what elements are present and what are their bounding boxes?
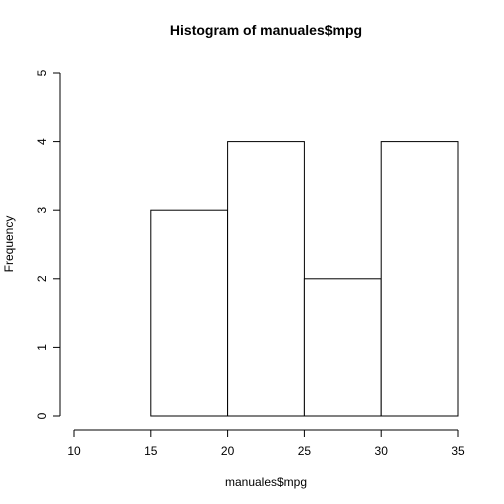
x-tick-label-4: 30 (375, 444, 389, 458)
histogram-bar-3 (380, 141, 459, 417)
y-tick-label-1: 1 (35, 344, 49, 351)
bars-group (150, 141, 459, 417)
y-tick-label-0: 0 (35, 412, 49, 419)
x-tick-label-2: 20 (221, 444, 235, 458)
x-tick-label-3: 25 (298, 444, 312, 458)
y-tick-label-3: 3 (35, 207, 49, 214)
x-axis: 10 15 20 25 30 35 (67, 429, 465, 458)
x-tick-label-1: 15 (144, 444, 158, 458)
chart-title: Histogram of manuales$mpg (170, 22, 362, 38)
y-tick-label-2: 2 (35, 275, 49, 282)
y-axis: 0 1 2 3 4 5 (35, 69, 61, 419)
histogram-bar-1 (227, 141, 305, 417)
y-tick-label-5: 5 (35, 69, 49, 76)
histogram-bar-0 (150, 209, 229, 417)
histogram-bar-2 (303, 278, 382, 417)
x-tick-label-5: 35 (451, 444, 465, 458)
x-axis-label: manuales$mpg (225, 475, 307, 489)
x-tick-label-0: 10 (67, 444, 81, 458)
y-tick-label-4: 4 (35, 138, 49, 145)
y-axis-label: Frequency (2, 216, 16, 273)
